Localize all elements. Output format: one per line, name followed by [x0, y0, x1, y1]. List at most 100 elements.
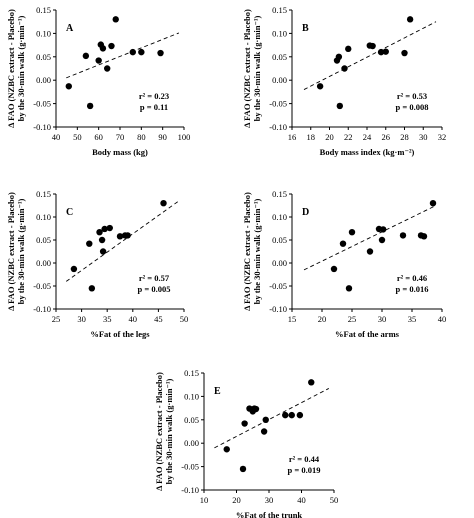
- x-tick-label: 18: [307, 132, 316, 142]
- y-tick-label: 0.10: [36, 28, 51, 38]
- x-tick-label: 22: [344, 132, 353, 142]
- data-point: [378, 236, 386, 244]
- x-tick-label: 30: [265, 495, 274, 505]
- x-tick-label: 30: [378, 314, 387, 324]
- data-point: [116, 233, 124, 240]
- data-point: [401, 49, 408, 57]
- x-tick-label: 32: [438, 132, 447, 142]
- r-squared-label: r² = 0.53: [397, 91, 427, 101]
- panel-letter: E: [214, 386, 221, 397]
- data-point: [429, 200, 437, 207]
- data-point: [82, 52, 90, 60]
- x-tick-label: 20: [325, 132, 334, 142]
- x-tick-label: 40: [52, 132, 61, 142]
- x-tick-label: 50: [330, 495, 339, 505]
- x-tick-label: 35: [103, 314, 112, 324]
- data-point: [106, 224, 113, 232]
- y-tick-label: 0.15: [272, 189, 287, 199]
- r-squared-label: r² = 0.44: [289, 454, 320, 464]
- data-point: [96, 228, 103, 236]
- x-axis-label: %Fat of the legs: [90, 329, 150, 339]
- x-tick-label: 24: [363, 132, 372, 142]
- x-tick-label: 45: [154, 314, 163, 324]
- y-tick-label: 0.00: [184, 438, 199, 448]
- data-point: [366, 248, 374, 255]
- x-tick-label: 70: [116, 132, 125, 142]
- panel-letter: A: [66, 23, 74, 34]
- data-point: [70, 265, 78, 273]
- y-tick-label: 0.15: [36, 5, 51, 15]
- y-tick-label: -0.05: [269, 281, 287, 291]
- y-tick-label: 0.00: [36, 258, 51, 268]
- data-point: [157, 49, 164, 57]
- data-point: [124, 232, 131, 239]
- x-axis-label: Body mass (kg): [92, 147, 148, 157]
- panel-letter: B: [302, 23, 309, 34]
- y-tick-label: -0.10: [269, 304, 287, 314]
- r-squared-label: r² = 0.57: [139, 273, 170, 283]
- y-axis-label-line1: Δ FAO (NZBC extract - Placebo): [6, 9, 16, 128]
- data-point: [348, 228, 356, 236]
- data-point: [420, 233, 428, 240]
- r-squared-label: r² = 0.46: [397, 273, 427, 283]
- p-value-label: p = 0.019: [288, 465, 321, 475]
- data-point: [345, 45, 352, 53]
- p-value-label: p = 0.016: [396, 284, 429, 294]
- y-axis-label-line1: Δ FAO (NZBC extract - Placebo): [6, 192, 16, 311]
- trend-line: [65, 200, 180, 282]
- data-point: [239, 465, 247, 473]
- x-tick-label: 60: [94, 132, 103, 142]
- y-tick-label: -0.10: [269, 122, 287, 132]
- data-point: [252, 405, 260, 413]
- data-point: [260, 428, 268, 435]
- data-point: [138, 48, 145, 56]
- panel-e: -0.10 -0.05 0.00 0.05 0.10 0.15 10 20 30 40 50 %Fat…: [154, 368, 338, 518]
- data-point: [88, 285, 96, 292]
- x-tick-label: 30: [419, 132, 428, 142]
- y-tick-label: -0.10: [33, 304, 51, 314]
- x-tick-label: 100: [178, 132, 191, 142]
- y-tick-label: 0.05: [184, 415, 199, 425]
- x-tick-label: 40: [297, 495, 306, 505]
- y-tick-label: -0.05: [269, 99, 287, 109]
- y-tick-label: 0.00: [272, 258, 287, 268]
- panel-b: -0.10 -0.05 0.00 0.05 0.10 0.15 16 18 20 22 24 26 28…: [242, 5, 446, 157]
- y-axis-label-line2: by the 30-min walk (g·min⁻¹): [16, 15, 26, 121]
- data-point: [104, 65, 111, 72]
- data-point: [129, 48, 136, 56]
- x-tick-label: 80: [137, 132, 146, 142]
- panel-a: -0.10 -0.05 0.00 0.05 0.10 0.15 40 50 60 70 80 90 10…: [6, 5, 190, 157]
- y-tick-label: 0.00: [272, 75, 287, 85]
- data-point: [399, 232, 407, 239]
- data-point: [341, 65, 348, 72]
- trend-line: [66, 32, 180, 79]
- data-point: [98, 236, 106, 244]
- data-point: [99, 45, 107, 52]
- y-axis-label-line2: by the 30-min walk (g·min⁻¹): [164, 378, 174, 484]
- x-tick-label: 16: [288, 132, 297, 142]
- data-point: [336, 102, 344, 110]
- y-tick-label: 0.05: [272, 52, 287, 62]
- y-axis-label-line2: by the 30-min walk (g·min⁻¹): [16, 198, 26, 304]
- data-point: [95, 57, 102, 64]
- x-tick-label: 50: [180, 314, 189, 324]
- data-point: [316, 83, 324, 90]
- y-tick-label: -0.05: [33, 99, 51, 109]
- x-tick-label: 40: [129, 314, 138, 324]
- data-point: [377, 48, 385, 56]
- data-point: [345, 285, 353, 292]
- data-point: [86, 240, 93, 247]
- data-point: [282, 411, 289, 419]
- panel-letter: D: [302, 207, 309, 218]
- data-point: [160, 200, 167, 207]
- x-tick-label: 25: [348, 314, 357, 324]
- x-tick-label: 15: [288, 314, 297, 324]
- y-tick-label: 0.15: [36, 189, 51, 199]
- y-tick-label: 0.15: [184, 368, 199, 378]
- y-axis-label-line1: Δ FAO (NZBC extract - Placebo): [242, 192, 252, 311]
- y-tick-label: 0.10: [272, 28, 287, 38]
- y-tick-label: -0.05: [181, 462, 199, 472]
- trend-line: [303, 205, 437, 271]
- data-point: [262, 416, 269, 423]
